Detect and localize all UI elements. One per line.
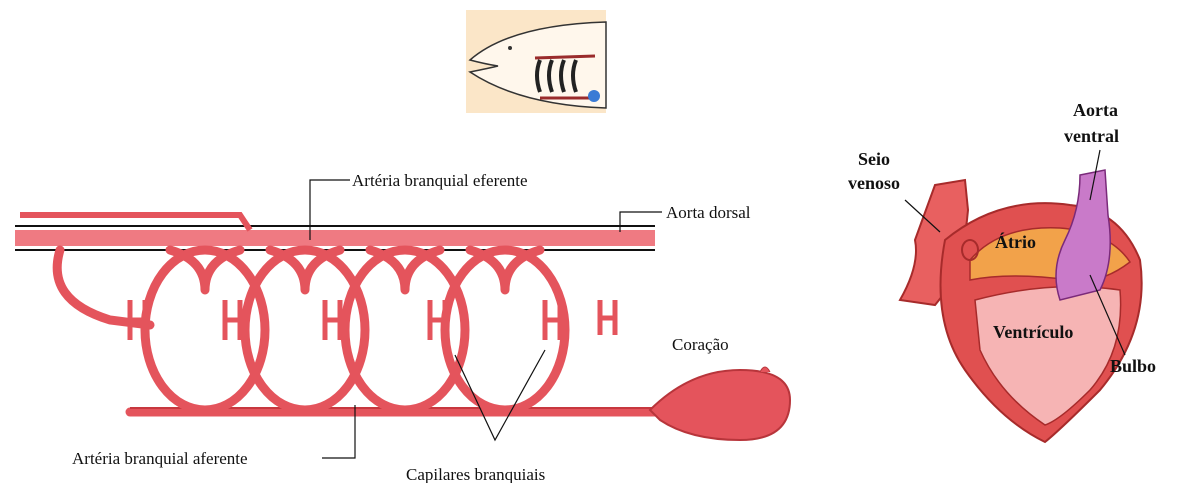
label: Aorta — [1073, 100, 1118, 120]
label: Coração — [672, 335, 729, 354]
label: ventral — [1064, 126, 1119, 146]
label: Átrio — [995, 231, 1036, 252]
leader-lines — [309, 149, 1126, 459]
heart — [898, 169, 1143, 444]
label: Artéria branquial aferente — [72, 449, 248, 468]
label: Aorta dorsal — [666, 203, 751, 222]
label: Artéria branquial eferente — [352, 171, 528, 190]
gill-circulation — [15, 212, 792, 442]
label: Bulbo — [1110, 356, 1156, 376]
label: Seio — [858, 149, 890, 169]
label: Ventrículo — [993, 322, 1073, 342]
fish-icon — [466, 10, 607, 113]
label: Capilares branquiais — [406, 465, 545, 483]
label: venoso — [848, 173, 900, 193]
